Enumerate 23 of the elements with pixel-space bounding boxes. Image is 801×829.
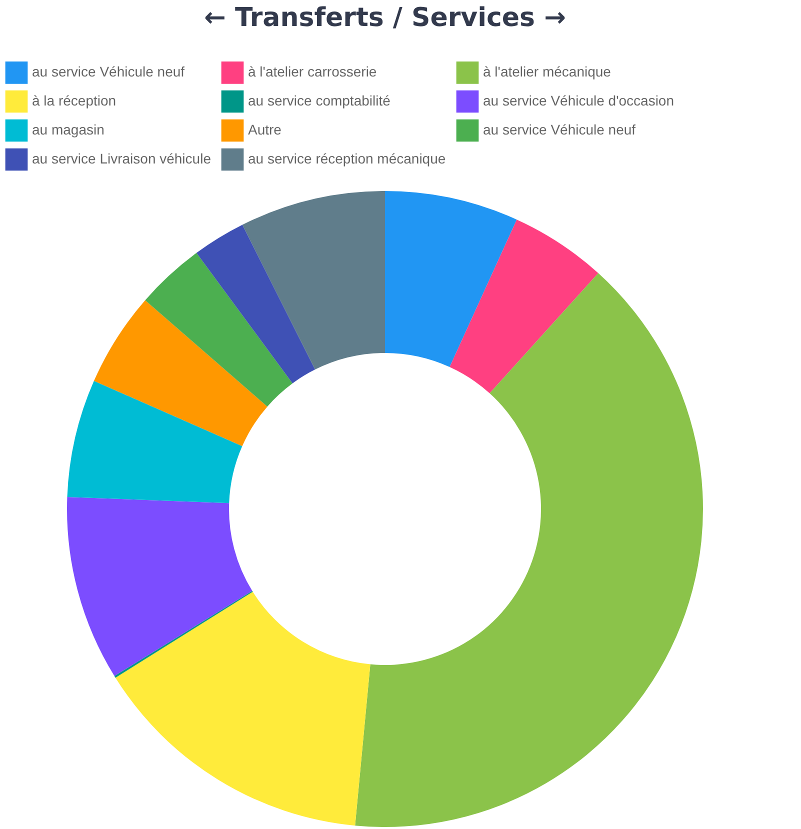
donut-slice [450,220,598,394]
legend-label: au service réception mécanique [248,150,446,166]
donut-slice [94,300,268,446]
legend-label: au magasin [32,122,104,138]
legend-label: au service Véhicule d'occasion [483,92,674,108]
donut-slice [67,497,252,676]
donut-slice [242,191,385,370]
chart-title: ← Transferts / Services → [204,3,566,33]
legend-label: au service comptabilité [248,92,391,108]
legend-label: à la réception [32,92,116,108]
legend-label: Autre [248,122,282,138]
donut-slice [115,592,370,826]
legend-label: à l'atelier mécanique [483,64,612,80]
donut-slice [196,224,316,384]
legend-label: au service Véhicule neuf [32,64,185,80]
legend-label: au service Livraison véhicule [32,150,212,166]
donut-slice [145,252,293,407]
donut-slice [385,191,517,368]
legend-label: à l'atelier carrosserie [248,64,377,80]
legend-label: au service Véhicule neuf [483,122,636,138]
donut-slice [355,273,703,827]
donut-slice [67,380,242,504]
donut-slice [114,590,253,678]
